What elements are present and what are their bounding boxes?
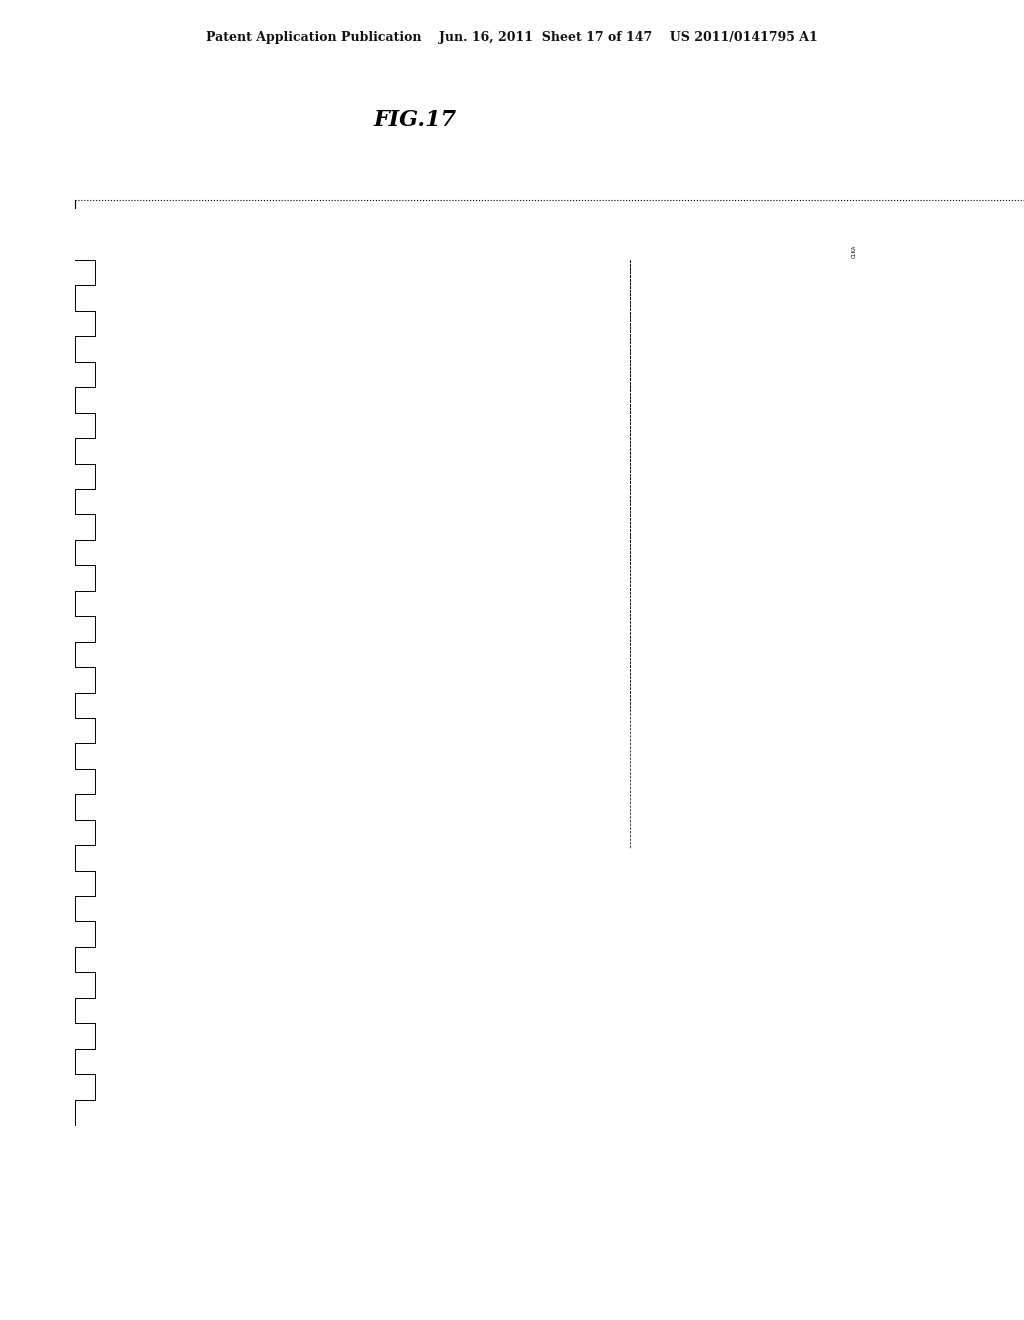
Text: CLKA: CLKA [852,246,857,259]
Text: FIG.17: FIG.17 [374,110,457,131]
Text: Patent Application Publication    Jun. 16, 2011  Sheet 17 of 147    US 2011/0141: Patent Application Publication Jun. 16, … [206,30,818,44]
